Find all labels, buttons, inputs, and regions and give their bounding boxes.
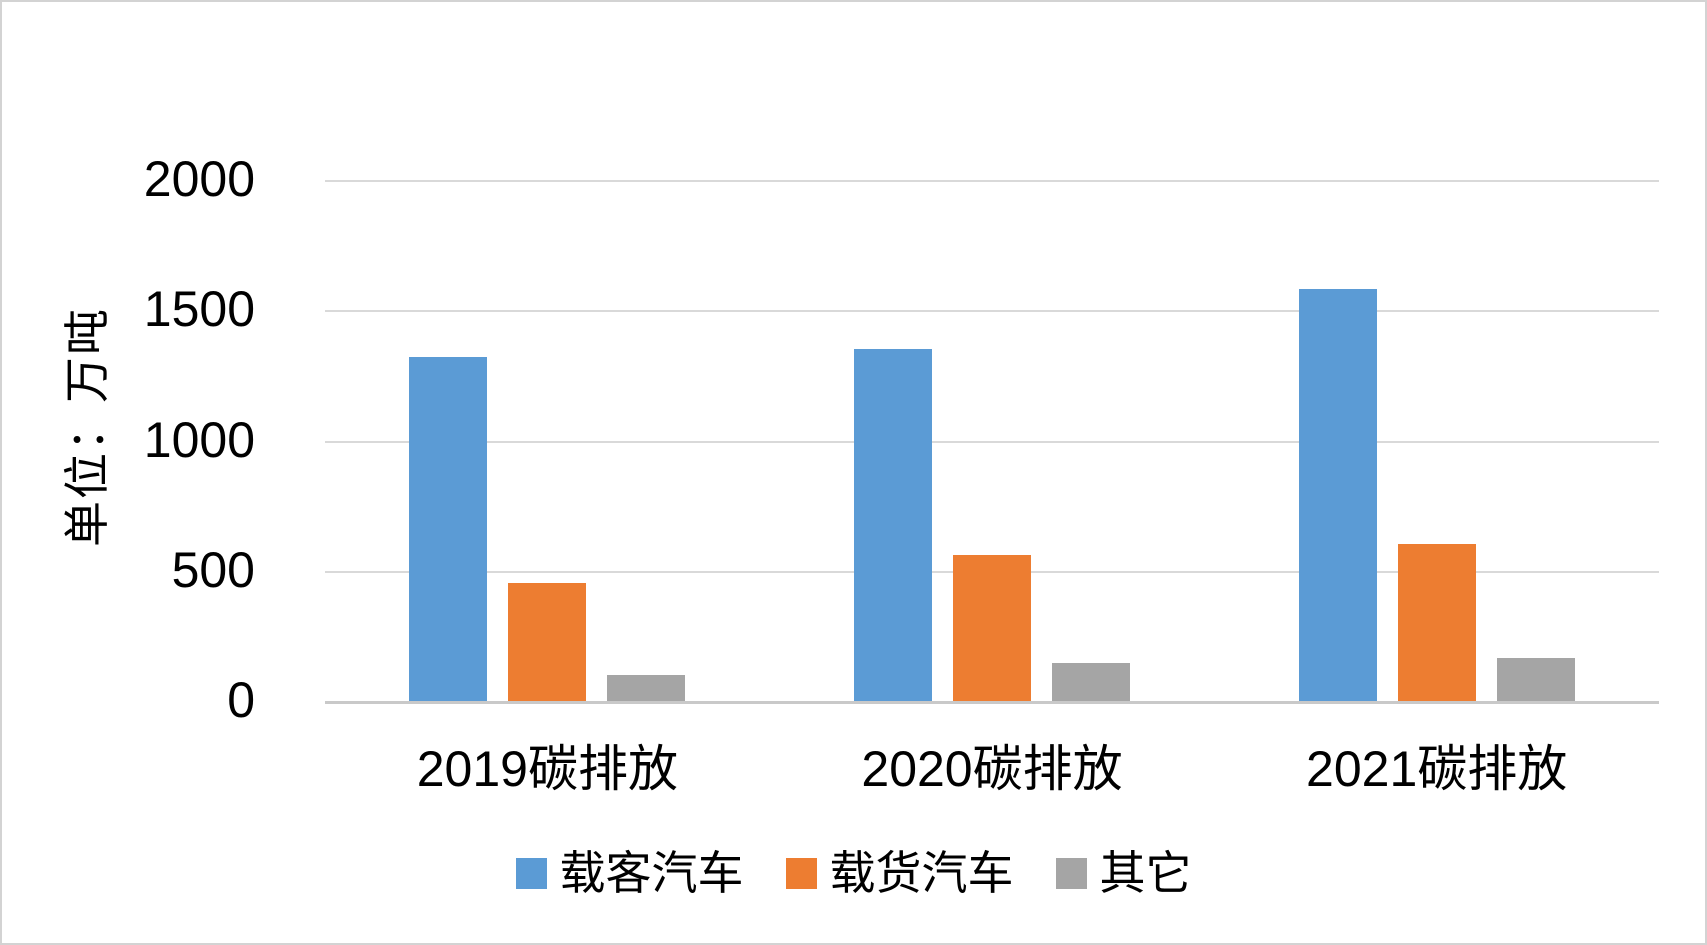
bar-series2-2019碳排放 <box>508 583 587 702</box>
legend-label: 载货汽车 <box>829 847 1014 899</box>
bar-series3-2020碳排放 <box>1052 662 1130 702</box>
gridline-y-1000 <box>325 440 1659 443</box>
gridline-y-2000 <box>325 180 1659 182</box>
legend-item-2: 载货汽车 <box>785 847 1014 899</box>
bar-series2-2021碳排放 <box>1397 544 1476 702</box>
x-axis-line <box>325 701 1659 704</box>
x-axis-label-1: 2019碳排放 <box>416 741 678 797</box>
bar-series3-2021碳排放 <box>1496 657 1575 702</box>
legend: 载客汽车 载货汽车 其它 <box>2 850 1705 896</box>
gridline-y-1500 <box>325 310 1659 313</box>
legend-label: 其它 <box>1099 847 1192 899</box>
legend-swatch-icon <box>1055 857 1087 889</box>
x-axis-label-2: 2020碳排放 <box>861 741 1123 797</box>
legend-swatch-icon <box>515 857 547 889</box>
bar-series1-2020碳排放 <box>854 349 932 702</box>
y-tick-label-500: 500 <box>171 541 255 598</box>
bar-series2-2020碳排放 <box>953 554 1031 702</box>
bar-series1-2021碳排放 <box>1298 289 1377 702</box>
bar-series3-2019碳排放 <box>607 674 686 702</box>
y-tick-label-1000: 1000 <box>143 411 255 468</box>
x-axis-label-3: 2021碳排放 <box>1306 741 1568 797</box>
legend-item-1: 载客汽车 <box>515 847 744 899</box>
y-tick-label-2000: 2000 <box>143 151 255 207</box>
legend-item-3: 其它 <box>1055 847 1192 899</box>
bar-series1-2019碳排放 <box>409 356 488 702</box>
y-tick-label-0: 0 <box>227 672 255 728</box>
legend-label: 载客汽车 <box>559 847 744 899</box>
legend-swatch-icon <box>785 857 817 889</box>
y-tick-label-1500: 1500 <box>143 281 255 338</box>
